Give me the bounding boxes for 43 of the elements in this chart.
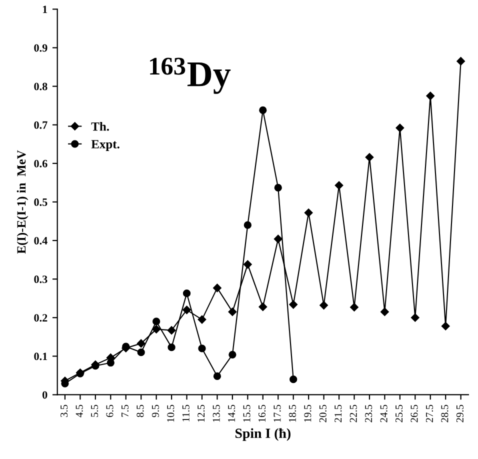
y-tick-label: 0.4 xyxy=(34,236,48,245)
x-tick-label: 23.5 xyxy=(365,404,372,422)
x-tick-label: 7.5 xyxy=(122,404,129,417)
y-tick-label: 0.5 xyxy=(34,198,48,206)
x-tick-label: 25.5 xyxy=(396,404,403,422)
annotation: $^{163}$Dy xyxy=(150,58,231,94)
x-tick-label: 17.5 xyxy=(274,404,281,422)
x-tick-label: 12.5 xyxy=(198,404,205,422)
x-tick-label: 9.5 xyxy=(152,404,159,418)
x-tick-label: 26.5 xyxy=(410,404,418,422)
x-tick-label: 16.5 xyxy=(258,404,266,422)
x-tick-label: 27.5 xyxy=(426,404,434,422)
y-axis-title: E(I)-E(I-1) in MeV xyxy=(16,150,28,254)
x-tick-label: 22.5 xyxy=(350,404,357,422)
x-tick-label: 6.5 xyxy=(106,404,114,418)
y-tick-label: 0 xyxy=(42,391,48,399)
x-tick-label: 29.5 xyxy=(456,404,464,422)
x-tick-label: 3.5 xyxy=(60,404,68,417)
y-tick-label: 0.6 xyxy=(34,160,48,168)
x-tick-label: 14.5 xyxy=(228,404,236,422)
x-tick-label: 5.5 xyxy=(91,404,98,417)
y-tick-label: 0.8 xyxy=(34,82,48,90)
legend-label: Th. xyxy=(91,122,109,131)
x-tick-label: 28.5 xyxy=(441,404,448,422)
y-tick-label: 1 xyxy=(42,6,48,14)
legend-label: Expt. xyxy=(91,140,120,151)
x-tick-label: 4.5 xyxy=(76,404,83,418)
x-tick-label: 11.5 xyxy=(182,404,190,422)
y-tick-label: 0.7 xyxy=(34,121,48,129)
x-tick-label: 18.5 xyxy=(288,404,296,422)
x-axis-title: Spin I (ħ) xyxy=(235,428,290,441)
x-tick-label: 13.5 xyxy=(212,404,220,422)
x-tick-label: 24.5 xyxy=(380,404,388,422)
x-tick-label: 15.5 xyxy=(243,404,250,422)
y-tick-label: 0.1 xyxy=(34,352,48,360)
y-tick-label: 0.3 xyxy=(34,276,48,284)
x-tick-label: 21.5 xyxy=(334,404,342,422)
x-tick-label: 8.5 xyxy=(136,404,144,418)
x-tick-label: 19.5 xyxy=(304,404,312,422)
x-tick-label: 10.5 xyxy=(167,404,174,422)
y-tick-label: 0.2 xyxy=(34,314,48,322)
y-tick-label: 0.9 xyxy=(34,44,48,52)
x-tick-label: 20.5 xyxy=(319,404,326,422)
